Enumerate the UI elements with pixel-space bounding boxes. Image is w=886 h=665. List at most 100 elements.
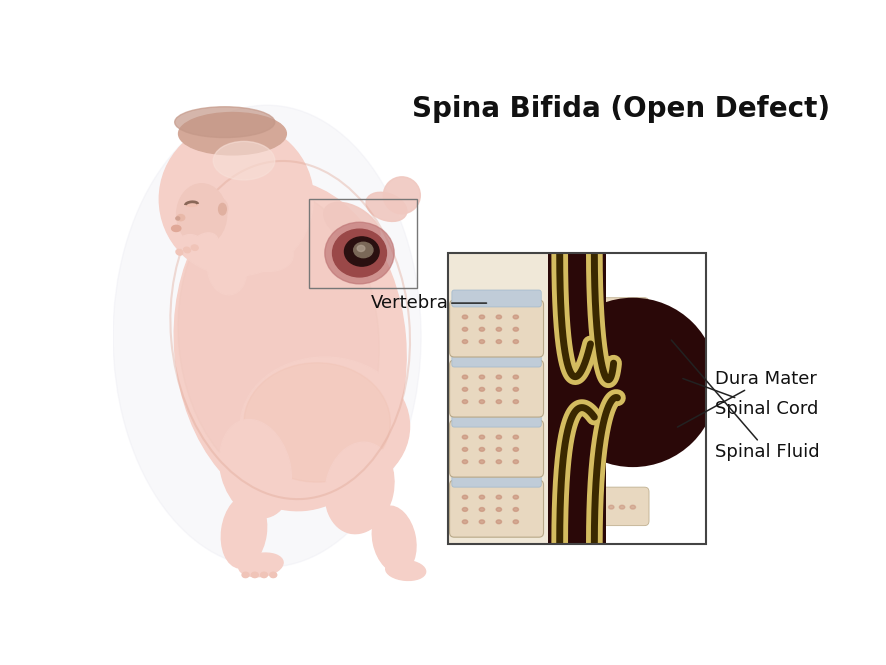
Text: Vertebra: Vertebra (370, 294, 486, 312)
FancyBboxPatch shape (451, 410, 540, 427)
Ellipse shape (495, 375, 501, 379)
Ellipse shape (176, 184, 227, 245)
Ellipse shape (512, 460, 518, 464)
Ellipse shape (512, 315, 518, 319)
Ellipse shape (462, 495, 467, 499)
Ellipse shape (323, 202, 379, 245)
Ellipse shape (171, 225, 181, 231)
Ellipse shape (608, 379, 613, 383)
Ellipse shape (629, 379, 635, 383)
Ellipse shape (175, 249, 183, 255)
Ellipse shape (190, 233, 218, 258)
FancyBboxPatch shape (597, 361, 649, 400)
Ellipse shape (462, 435, 467, 439)
Bar (309, 199, 416, 288)
Ellipse shape (332, 229, 386, 277)
Ellipse shape (495, 460, 501, 464)
Ellipse shape (462, 315, 467, 319)
Ellipse shape (512, 507, 518, 511)
Ellipse shape (618, 316, 624, 320)
Ellipse shape (225, 227, 293, 271)
Ellipse shape (178, 235, 201, 251)
Ellipse shape (183, 247, 190, 253)
Ellipse shape (177, 215, 184, 221)
Ellipse shape (238, 553, 283, 577)
Ellipse shape (178, 112, 286, 155)
Ellipse shape (608, 505, 613, 509)
Ellipse shape (478, 460, 484, 464)
Ellipse shape (618, 442, 624, 446)
Bar (548, 253, 605, 544)
Ellipse shape (218, 203, 226, 215)
Ellipse shape (324, 442, 393, 533)
Ellipse shape (220, 420, 291, 518)
Ellipse shape (478, 315, 484, 319)
Ellipse shape (260, 572, 268, 578)
Ellipse shape (462, 340, 467, 344)
Ellipse shape (512, 400, 518, 404)
FancyBboxPatch shape (597, 424, 649, 462)
Bar (447, 176, 886, 253)
Ellipse shape (495, 507, 501, 511)
Ellipse shape (221, 495, 267, 568)
Ellipse shape (113, 105, 421, 567)
Circle shape (159, 122, 313, 276)
Ellipse shape (372, 506, 416, 573)
Ellipse shape (185, 203, 198, 206)
Ellipse shape (462, 400, 467, 404)
Ellipse shape (207, 245, 246, 295)
Ellipse shape (191, 245, 198, 251)
Ellipse shape (608, 442, 613, 446)
Ellipse shape (629, 442, 635, 446)
Ellipse shape (244, 363, 390, 482)
Ellipse shape (495, 327, 501, 331)
Ellipse shape (512, 520, 518, 524)
FancyBboxPatch shape (597, 487, 649, 525)
Ellipse shape (478, 388, 484, 391)
Ellipse shape (495, 435, 501, 439)
Bar (447, 253, 705, 544)
Ellipse shape (462, 375, 467, 379)
Ellipse shape (462, 507, 467, 511)
Ellipse shape (462, 448, 467, 452)
Ellipse shape (495, 495, 501, 499)
FancyBboxPatch shape (449, 420, 543, 477)
Ellipse shape (512, 435, 518, 439)
Ellipse shape (618, 505, 624, 509)
Ellipse shape (478, 340, 484, 344)
Ellipse shape (512, 448, 518, 452)
Ellipse shape (462, 520, 467, 524)
FancyBboxPatch shape (451, 290, 540, 307)
FancyBboxPatch shape (451, 350, 540, 367)
Ellipse shape (462, 460, 467, 464)
Ellipse shape (608, 316, 613, 320)
Ellipse shape (629, 505, 635, 509)
Circle shape (383, 177, 420, 213)
Text: Dura Mater: Dura Mater (677, 370, 816, 427)
Ellipse shape (324, 222, 393, 284)
Ellipse shape (512, 495, 518, 499)
Ellipse shape (366, 192, 407, 221)
Text: Spinal Cord: Spinal Cord (682, 378, 818, 418)
Ellipse shape (357, 245, 364, 251)
FancyBboxPatch shape (449, 480, 543, 537)
FancyBboxPatch shape (451, 470, 540, 487)
Ellipse shape (240, 357, 409, 495)
Ellipse shape (261, 207, 303, 237)
Ellipse shape (478, 400, 484, 404)
Ellipse shape (495, 400, 501, 404)
Ellipse shape (478, 327, 484, 331)
Ellipse shape (462, 327, 467, 331)
Ellipse shape (478, 448, 484, 452)
Bar (548, 253, 590, 544)
Ellipse shape (354, 242, 372, 257)
Ellipse shape (269, 572, 276, 578)
Text: Spinal Fluid: Spinal Fluid (671, 340, 819, 461)
Ellipse shape (175, 107, 275, 138)
Ellipse shape (495, 388, 501, 391)
Ellipse shape (618, 379, 624, 383)
Ellipse shape (495, 520, 501, 524)
Bar (447, 253, 705, 544)
Ellipse shape (478, 375, 484, 379)
Text: Spina Bifida (Open Defect): Spina Bifida (Open Defect) (412, 95, 829, 123)
